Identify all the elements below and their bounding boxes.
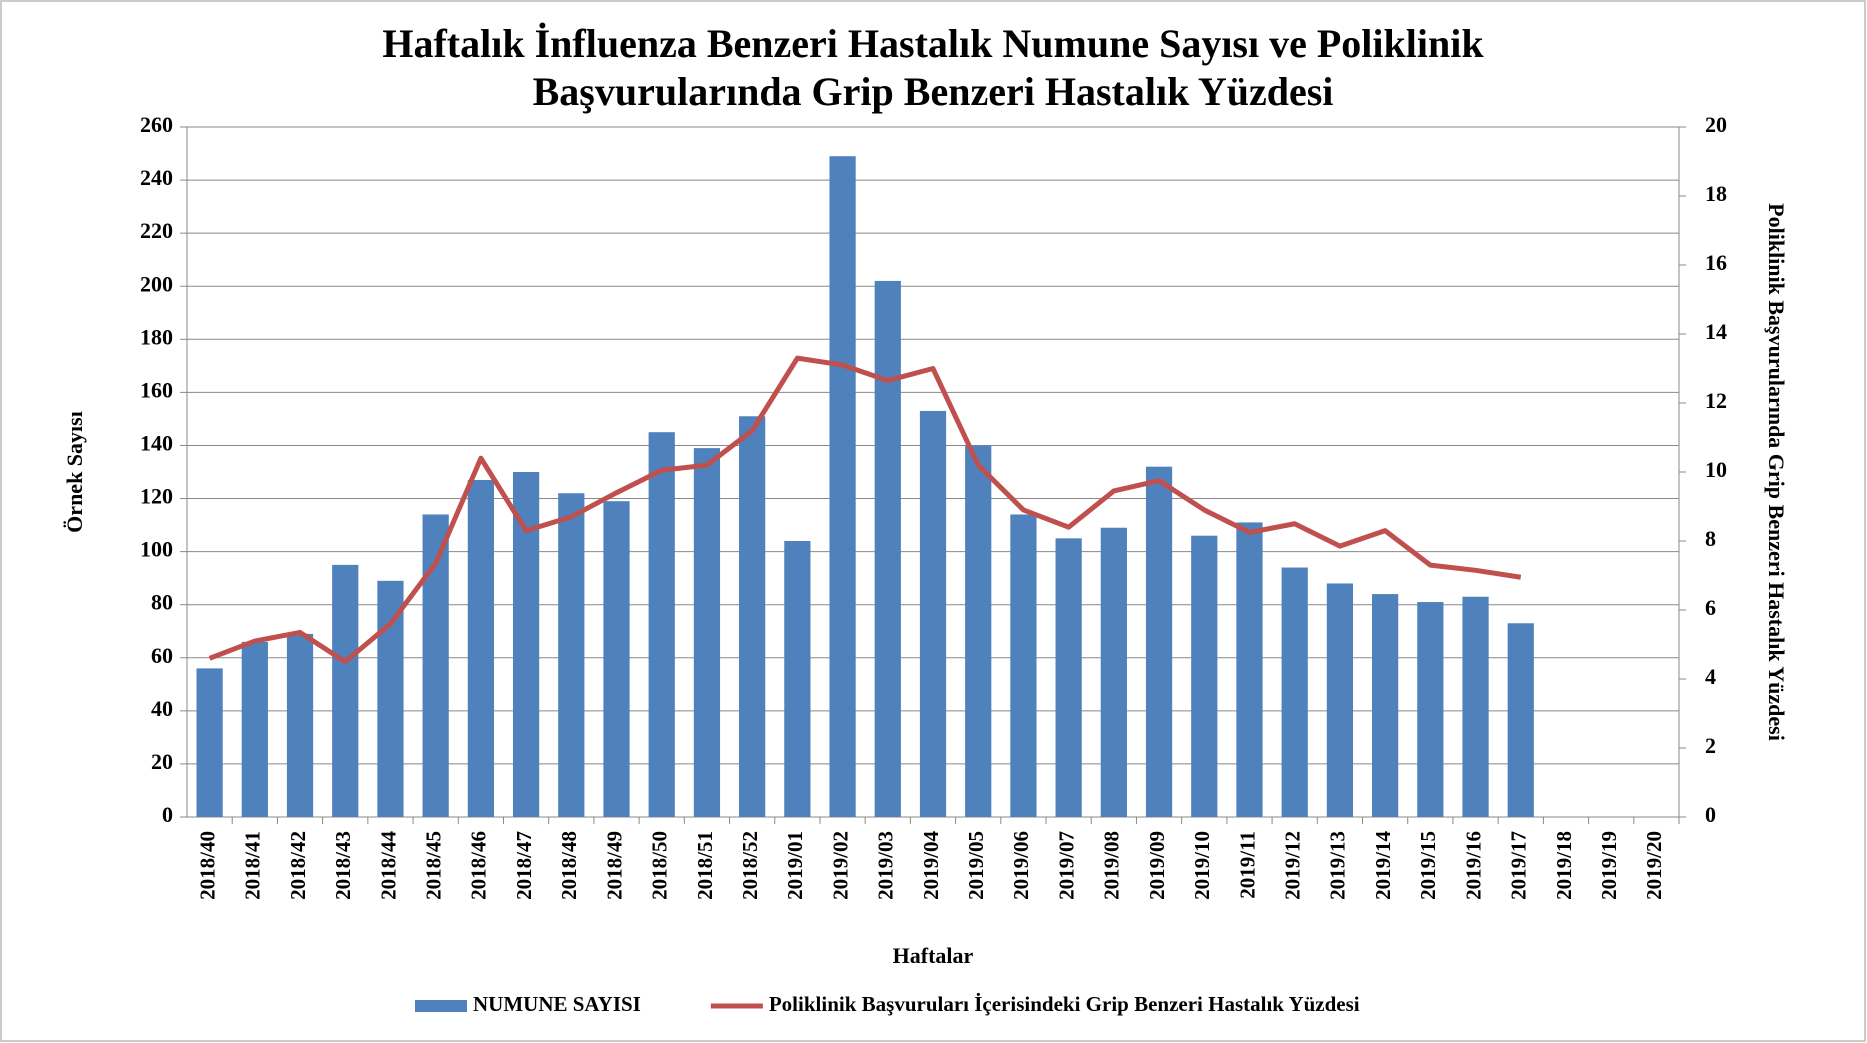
- legend-label: NUMUNE SAYISI: [473, 992, 641, 1016]
- x-tick-label: 2018/43: [331, 831, 355, 900]
- x-tick-label: 2018/46: [467, 831, 491, 900]
- x-tick-label: 2019/12: [1281, 831, 1305, 900]
- x-tick-label: 2019/18: [1552, 831, 1576, 900]
- bar: [1417, 602, 1444, 817]
- legend-swatch: [415, 1000, 467, 1012]
- bar: [829, 156, 856, 817]
- bar: [512, 472, 540, 817]
- y2-tick-label: 0: [1705, 802, 1716, 827]
- x-tick-label: 2019/19: [1597, 831, 1621, 900]
- x-tick-label: 2019/11: [1235, 831, 1259, 899]
- x-tick-label: 2018/44: [376, 831, 400, 900]
- x-tick-label: 2019/06: [1009, 831, 1033, 900]
- x-tick-label: 2019/09: [1145, 831, 1169, 900]
- x-tick-label: 2019/15: [1416, 831, 1440, 900]
- chart-title: Başvurularında Grip Benzeri Hastalık Yüz…: [533, 69, 1334, 114]
- y-tick-label: 260: [140, 112, 173, 137]
- y2-tick-label: 8: [1705, 526, 1716, 551]
- x-tick-label: 2019/08: [1100, 831, 1124, 900]
- bar: [558, 493, 585, 817]
- y-axis-label: Örnek Sayısı: [62, 411, 87, 533]
- y-tick-label: 60: [151, 643, 173, 668]
- x-tick-label: 2019/13: [1326, 831, 1350, 900]
- y2-tick-label: 10: [1705, 457, 1727, 482]
- x-tick-label: 2018/48: [557, 831, 581, 900]
- bar: [739, 416, 766, 817]
- bar: [965, 445, 992, 817]
- y2-tick-label: 14: [1705, 319, 1727, 344]
- y-tick-label: 220: [140, 218, 173, 243]
- y2-tick-label: 16: [1705, 250, 1727, 275]
- x-tick-label: 2018/41: [241, 831, 265, 900]
- bar: [1055, 538, 1082, 817]
- y2-tick-label: 20: [1705, 112, 1727, 137]
- x-tick-label: 2018/51: [693, 831, 717, 900]
- x-tick-label: 2018/40: [195, 831, 219, 900]
- y2-tick-label: 12: [1705, 388, 1727, 413]
- bar: [1145, 466, 1173, 817]
- bar: [693, 448, 721, 817]
- bar: [1191, 535, 1218, 817]
- bar: [919, 410, 947, 817]
- x-tick-label: 2019/02: [828, 831, 852, 900]
- x-tick-label: 2019/20: [1642, 831, 1666, 900]
- x-tick-label: 2019/04: [919, 831, 943, 900]
- y2-tick-label: 4: [1705, 664, 1716, 689]
- bar: [1372, 594, 1399, 817]
- x-tick-label: 2019/07: [1054, 831, 1078, 900]
- bar: [467, 479, 494, 817]
- x-tick-label: 2019/17: [1507, 831, 1531, 900]
- x-tick-label: 2018/49: [602, 831, 626, 900]
- y2-tick-label: 2: [1705, 733, 1716, 758]
- bar: [1236, 522, 1263, 817]
- y-tick-label: 180: [140, 324, 173, 349]
- y-tick-label: 200: [140, 271, 173, 296]
- chart-title: Haftalık İnfluenza Benzeri Hastalık Numu…: [382, 21, 1484, 66]
- x-tick-label: 2018/42: [286, 831, 310, 900]
- y2-tick-label: 6: [1705, 595, 1716, 620]
- legend-label: Poliklinik Başvuruları İçerisindeki Grip…: [769, 992, 1360, 1016]
- bar: [196, 668, 223, 817]
- bar: [332, 564, 359, 817]
- x-tick-label: 2019/05: [964, 831, 988, 900]
- y-tick-label: 0: [162, 802, 173, 827]
- bar: [286, 633, 314, 817]
- bar: [1281, 567, 1308, 817]
- x-tick-label: 2019/01: [783, 831, 807, 900]
- x-tick-label: 2018/45: [421, 831, 445, 900]
- y2-axis-label: Poliklinik Başvurularında Grip Benzeri H…: [1764, 203, 1789, 741]
- bar: [377, 580, 404, 817]
- y-tick-label: 80: [151, 590, 173, 615]
- x-tick-label: 2018/52: [738, 831, 762, 900]
- bar: [603, 501, 630, 817]
- bar: [874, 280, 901, 817]
- line: [208, 355, 1522, 665]
- y-tick-label: 100: [140, 537, 173, 562]
- x-axis-label: Haftalar: [893, 943, 974, 968]
- y2-tick-label: 18: [1705, 181, 1727, 206]
- y-tick-label: 20: [151, 749, 173, 774]
- bar: [1100, 527, 1127, 817]
- y-tick-label: 40: [151, 696, 173, 721]
- y-tick-label: 240: [140, 165, 173, 190]
- x-tick-label: 2018/47: [512, 831, 536, 900]
- y-tick-label: 160: [140, 377, 173, 402]
- bar: [1326, 583, 1354, 817]
- x-tick-label: 2018/50: [648, 831, 672, 900]
- y-tick-label: 120: [140, 484, 173, 509]
- x-tick-label: 2019/03: [874, 831, 898, 900]
- bar: [648, 432, 675, 817]
- y-tick-label: 140: [140, 431, 173, 456]
- bar: [1462, 596, 1489, 817]
- x-tick-label: 2019/14: [1371, 831, 1395, 900]
- bar: [1010, 514, 1037, 817]
- x-tick-label: 2019/10: [1190, 831, 1214, 900]
- x-tick-label: 2019/16: [1461, 831, 1485, 900]
- bar: [241, 641, 268, 817]
- bar: [784, 541, 811, 817]
- bar: [1507, 623, 1534, 817]
